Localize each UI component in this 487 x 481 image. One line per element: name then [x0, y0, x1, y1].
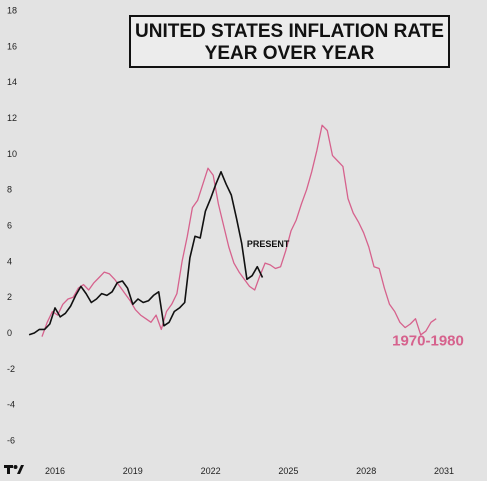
annotations: PRESENT 1970-1980 [247, 239, 464, 350]
x-tick-label: 2028 [356, 466, 376, 476]
y-tick-label: 12 [7, 113, 17, 123]
y-tick-label: 10 [7, 149, 17, 159]
x-tick-label: 2025 [278, 466, 298, 476]
chart-title-box: UNITED STATES INFLATION RATE YEAR OVER Y… [129, 15, 450, 68]
y-tick-label: 0 [7, 328, 12, 338]
tradingview-logo[interactable] [4, 465, 24, 474]
y-tick-label: 18 [7, 6, 17, 16]
x-tick-label: 2019 [123, 466, 143, 476]
present-series-line [28, 171, 264, 336]
series-layer [28, 124, 437, 337]
x-axis-ticks: 2016 2019 2022 2025 2028 2031 [45, 466, 454, 476]
present-label: PRESENT [247, 239, 290, 249]
y-tick-label: 2 [7, 292, 12, 302]
period-label: 1970-1980 [392, 333, 464, 350]
y-tick-label: -6 [7, 436, 15, 446]
historical-1970s-series-line [41, 124, 437, 337]
x-tick-label: 2031 [434, 466, 454, 476]
y-tick-label: -4 [7, 400, 15, 410]
y-tick-label: 4 [7, 256, 12, 266]
title-line-2: YEAR OVER YEAR [204, 43, 375, 64]
x-tick-label: 2022 [201, 466, 221, 476]
y-tick-label: 14 [7, 77, 17, 87]
y-tick-label: -2 [7, 364, 15, 374]
x-tick-label: 2016 [45, 466, 65, 476]
y-tick-label: 8 [7, 185, 12, 195]
y-tick-label: 6 [7, 221, 12, 231]
y-tick-label: 16 [7, 41, 17, 51]
y-axis-ticks: -6 -4 -2 0 2 4 6 8 10 12 14 16 18 [7, 6, 17, 446]
title-line-1: UNITED STATES INFLATION RATE [135, 21, 444, 42]
